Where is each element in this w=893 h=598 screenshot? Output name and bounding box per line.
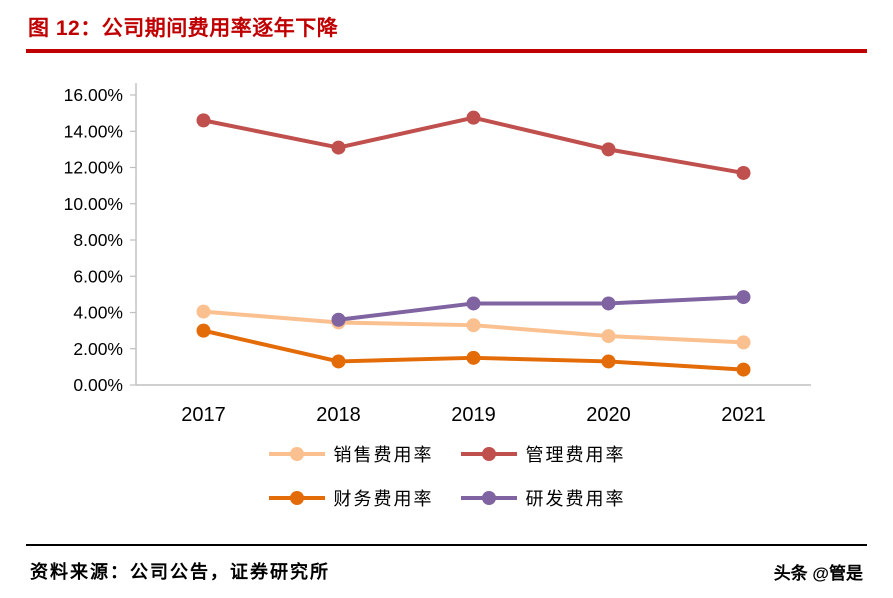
x-tick-label: 2020 <box>586 404 631 426</box>
legend: 销售费用率 管理费用率财务费用率 研发费用率 <box>0 441 893 511</box>
legend-marker-dot <box>289 491 304 505</box>
y-tick-label: 8.00% <box>73 230 123 250</box>
legend-marker-dot <box>481 491 496 505</box>
data-point <box>196 113 211 128</box>
x-tick-label: 2019 <box>451 404 496 426</box>
figure-footer: 资料来源：公司公告，证券研究所 头条 @管是 <box>26 544 867 598</box>
legend-label: 管理费用率 <box>525 445 626 465</box>
series-line <box>201 115 746 175</box>
y-tick-label: 2.00% <box>73 339 123 359</box>
x-tick-label: 2018 <box>316 404 361 426</box>
data-point <box>466 318 481 333</box>
legend-marker <box>460 491 517 505</box>
data-point <box>736 335 751 350</box>
source-text: 资料来源：公司公告，证券研究所 <box>30 562 330 582</box>
legend-marker-dot <box>289 447 304 461</box>
data-point <box>466 296 481 311</box>
data-point <box>196 323 211 338</box>
data-point <box>466 110 481 125</box>
data-point <box>331 312 346 327</box>
series-line <box>336 295 746 322</box>
legend-label: 研发费用率 <box>525 489 626 509</box>
legend-item: 管理费用率 <box>460 441 626 467</box>
data-point <box>331 354 346 369</box>
legend-item: 销售费用率 <box>268 441 434 467</box>
legend-label: 财务费用率 <box>333 489 434 509</box>
watermark: 头条 @管是 <box>773 563 863 583</box>
y-tick-label: 10.00% <box>64 194 123 214</box>
legend-marker <box>268 447 325 461</box>
legend-item: 财务费用率 <box>268 485 434 511</box>
data-point <box>466 350 481 365</box>
data-point <box>736 362 751 377</box>
y-tick-label: 12.00% <box>64 158 123 178</box>
data-point <box>331 140 346 155</box>
y-tick-label: 16.00% <box>64 85 123 105</box>
legend-marker-dot <box>481 447 496 461</box>
line-chart: 0.00% 2.00% 4.00% 6.00% 8.00% 10.00% 12.00% 14.… <box>64 83 811 426</box>
y-tick-label: 14.00% <box>64 121 123 141</box>
x-tick-label: 2021 <box>721 404 766 426</box>
data-point <box>601 296 616 311</box>
legend-label: 销售费用率 <box>333 445 434 465</box>
data-point <box>196 304 211 319</box>
y-tick-label: 4.00% <box>73 303 123 323</box>
data-point <box>601 142 616 157</box>
legend-item: 研发费用率 <box>460 485 626 511</box>
y-tick-label: 6.00% <box>73 266 123 286</box>
legend-marker <box>460 447 517 461</box>
data-point <box>601 329 616 344</box>
data-point <box>736 165 751 180</box>
data-point <box>736 290 751 305</box>
figure-header: 图 12：公司期间费用率逐年下降 <box>26 0 867 53</box>
x-tick-label: 2017 <box>181 404 226 426</box>
figure-title: 图 12：公司期间费用率逐年下降 <box>28 17 339 40</box>
data-point <box>601 354 616 369</box>
chart-area: 0.00% 2.00% 4.00% 6.00% 8.00% 10.00% 12.00% 14.… <box>0 65 893 433</box>
legend-marker <box>268 491 325 505</box>
y-tick-label: 0.00% <box>73 375 123 395</box>
